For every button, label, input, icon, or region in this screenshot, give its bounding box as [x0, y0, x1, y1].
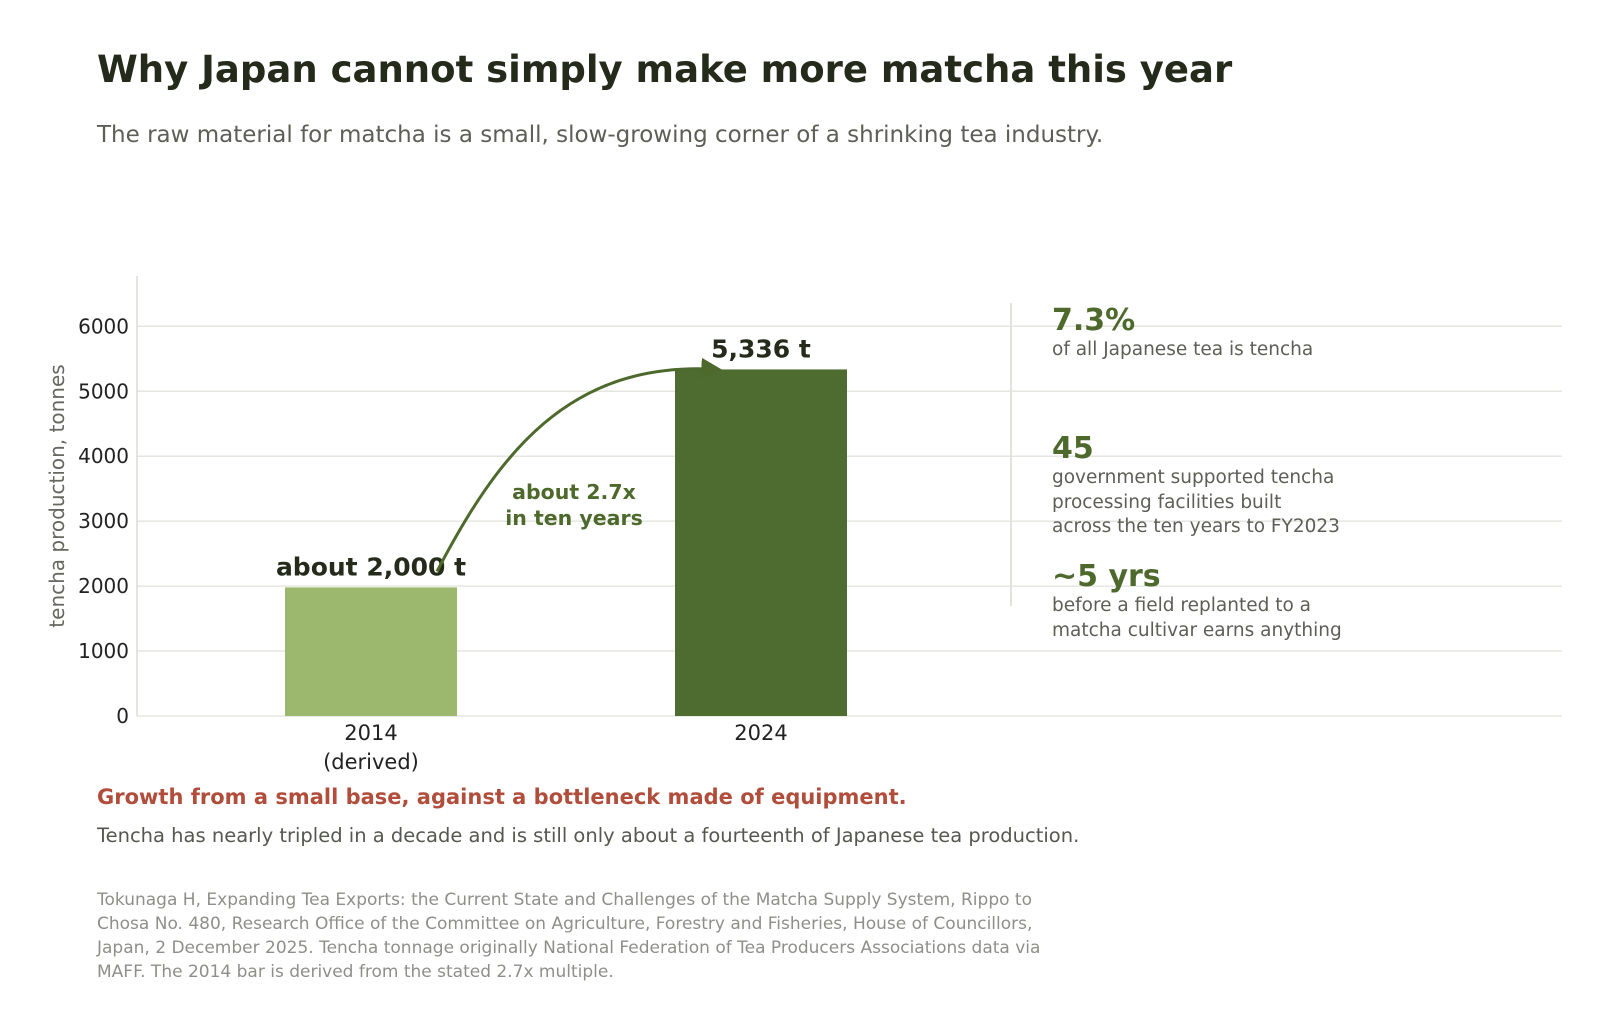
- takeaway-body: Tencha has nearly tripled in a decade an…: [97, 824, 1080, 847]
- y-tick-label: 2000: [78, 574, 129, 598]
- bar-data-label: 5,336 t: [711, 334, 811, 363]
- stat-value: 45: [1052, 431, 1094, 466]
- x-tick-label: 2014 (derived): [323, 721, 419, 774]
- source-note: Tokunaga H, Expanding Tea Exports: the C…: [97, 890, 1041, 982]
- y-tick-label: 5000: [78, 379, 129, 403]
- stat-label: government supported tencha processing f…: [1052, 467, 1340, 537]
- y-tick-label: 3000: [78, 509, 129, 533]
- stats-divider: [1010, 303, 1012, 606]
- y-axis-label: tencha production, tonnes: [45, 364, 69, 627]
- bar-data-label: about 2,000 t: [276, 552, 466, 581]
- stat-label: before a field replanted to a matcha cul…: [1052, 595, 1342, 641]
- growth-arrow: [435, 357, 723, 573]
- y-tick-label: 1000: [78, 639, 129, 663]
- stat-value: ~5 yrs: [1052, 559, 1161, 594]
- y-tick-label: 6000: [78, 314, 129, 338]
- stat-label: of all Japanese tea is tencha: [1052, 339, 1314, 360]
- chart-subtitle: The raw material for matcha is a small, …: [97, 122, 1104, 148]
- y-axis-ticks: 0 1000 2000 3000 4000 5000 6000: [78, 314, 129, 728]
- bars: about 2,000 t 2014 (derived) 5,336 t 2024: [276, 334, 847, 774]
- stat-facilities: 45 government supported tencha processin…: [1052, 432, 1340, 540]
- bar-1: [675, 369, 847, 716]
- takeaway-headline: Growth from a small base, against a bott…: [97, 785, 907, 809]
- chart-title: Why Japan cannot simply make more matcha…: [97, 48, 1233, 91]
- growth-annotation: about 2.7x in ten years: [505, 480, 643, 530]
- y-tick-label: 4000: [78, 444, 129, 468]
- stat-value: 7.3%: [1052, 303, 1136, 338]
- stat-tencha-share: 7.3% of all Japanese tea is tencha: [1052, 304, 1313, 363]
- bar-chart: 0 1000 2000 3000 4000 5000 6000 tencha product…: [45, 276, 1562, 774]
- y-tick-label: 0: [116, 704, 129, 728]
- stat-replant-years: ~5 yrs before a field replanted to a mat…: [1052, 560, 1342, 643]
- x-tick-label: 2024: [734, 721, 787, 745]
- bar-0: [285, 587, 457, 716]
